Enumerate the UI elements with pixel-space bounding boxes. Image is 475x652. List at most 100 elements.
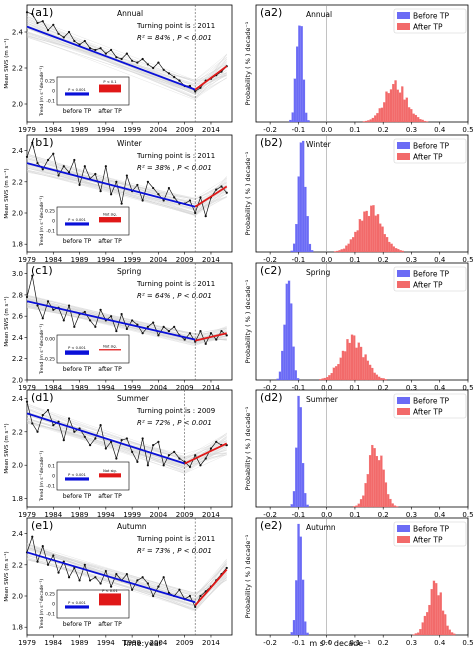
r2-text: R² = 38% , P < 0.001: [137, 164, 212, 172]
r2-text: R² = 64% , P < 0.001: [137, 292, 212, 300]
data-point: [115, 329, 118, 333]
data-point: [204, 457, 207, 460]
data-point: [94, 437, 97, 440]
x-tick-label: 1989: [71, 126, 89, 134]
data-point: [157, 440, 160, 443]
y-tick-label: 2.8: [12, 291, 23, 299]
data-point: [73, 430, 76, 433]
hist-bar-before: [306, 632, 309, 636]
hist-bar-after: [390, 243, 393, 253]
data-point: [73, 325, 76, 328]
hist-bar-after: [330, 373, 333, 381]
legend-box: [393, 8, 467, 34]
data-point: [52, 152, 55, 155]
trend-line-after: [194, 568, 228, 606]
y-tick-label: 2.2: [12, 561, 23, 569]
data-point: [199, 86, 202, 89]
hist-bar-after: [397, 249, 400, 253]
data-point: [104, 52, 107, 55]
inset-y-tick-label: -0.1: [46, 612, 55, 618]
hist-bar-after: [359, 346, 363, 381]
data-point: [36, 304, 39, 307]
hist-bar-after: [419, 119, 422, 123]
inset-label-after: after TP: [98, 366, 122, 373]
data-point: [94, 172, 97, 176]
data-point: [57, 571, 60, 574]
inset-y-tick-label: 0.25: [45, 592, 55, 598]
x-tick-label: 1979: [18, 384, 36, 392]
inset-label-before: before TP: [63, 366, 92, 373]
data-point: [199, 196, 202, 199]
hist-bar-before: [293, 78, 297, 123]
x-tick-label: 1984: [44, 256, 62, 264]
hist-bar-after: [342, 248, 346, 253]
x-tick-label: 1989: [71, 511, 89, 519]
x-tick-label: 0.1: [349, 256, 360, 264]
x-tick-label: 0.4: [434, 256, 446, 264]
trend-inset: P < 0.001 Not sig. before TP after TP 0.00 -0…: [39, 324, 130, 376]
hist-bar-after: [362, 121, 366, 123]
inset-y-tick-label: -0.25: [43, 357, 55, 363]
data-point: [141, 332, 144, 335]
hist-bar-before: [294, 370, 297, 381]
hist-bar-after: [376, 214, 380, 253]
legend-swatch-after: [397, 536, 410, 543]
data-point: [31, 141, 34, 144]
hist-bar-before: [283, 324, 286, 381]
data-point: [125, 52, 128, 55]
x-tick-label: 0.0: [321, 384, 332, 392]
data-point: [94, 48, 97, 52]
legend-label-before: Before TP: [413, 12, 449, 21]
hist-bar-after: [380, 377, 383, 381]
inset-bar-after: [99, 349, 121, 351]
ensemble-line: [26, 33, 227, 86]
hist-bar-after: [357, 342, 360, 381]
trend-line-after: [194, 185, 228, 208]
hist-bar-before: [307, 120, 310, 123]
data-point: [94, 325, 97, 328]
data-point: [46, 563, 50, 566]
x-tick-label: 1999: [123, 384, 141, 392]
inset-y-axis-label: Trend (m s⁻¹decade⁻¹): [39, 324, 45, 376]
data-point: [125, 437, 128, 440]
hist-bar-before: [301, 463, 305, 508]
hist-bar-after: [368, 364, 372, 381]
inset-bar-before: [65, 350, 89, 355]
hist-bar-before: [292, 620, 296, 636]
hist-bar-after: [348, 342, 351, 381]
hist-bar-after: [393, 505, 397, 508]
data-point: [99, 47, 102, 50]
hist-bar-after: [367, 215, 371, 253]
x-tick-label: 2014: [202, 256, 220, 264]
hist-bar-after: [370, 205, 373, 253]
hist-bar-after: [387, 93, 390, 123]
x-tick-label: 2014: [202, 384, 220, 392]
inset-frame: [56, 334, 130, 364]
data-point: [41, 20, 44, 23]
season-label: Winter: [306, 140, 332, 149]
hist-bar-after: [340, 249, 343, 253]
histogram-panel-e2: -0.2 -0.1 0.0 0.1 0.2 0.3 0.4 0.5 Probability ( …: [244, 517, 474, 647]
x-tick-label: -0.1: [292, 511, 306, 519]
data-point: [52, 424, 55, 427]
data-point: [157, 61, 160, 64]
data-point: [215, 440, 218, 443]
y-tick-label: 2.0: [12, 210, 23, 218]
hist-bar-before: [299, 142, 303, 253]
x-tick-label: 2014: [202, 639, 220, 647]
data-point: [46, 29, 50, 32]
hist-bar-before: [292, 243, 296, 253]
data-point: [162, 464, 165, 467]
data-point: [120, 57, 123, 61]
hist-bar-before: [297, 176, 300, 253]
x-tick-label: -0.2: [263, 384, 277, 392]
hist-bar-before: [290, 303, 293, 381]
x-tick-label: 0.2: [378, 126, 389, 134]
inset-label-after: after TP: [98, 108, 122, 115]
data-point: [152, 321, 155, 324]
turning-point-text: Turning point is : 2011: [136, 152, 215, 160]
hist-bar-after: [444, 614, 447, 636]
data-point: [41, 413, 44, 417]
data-point: [67, 417, 71, 420]
data-point: [194, 211, 197, 215]
